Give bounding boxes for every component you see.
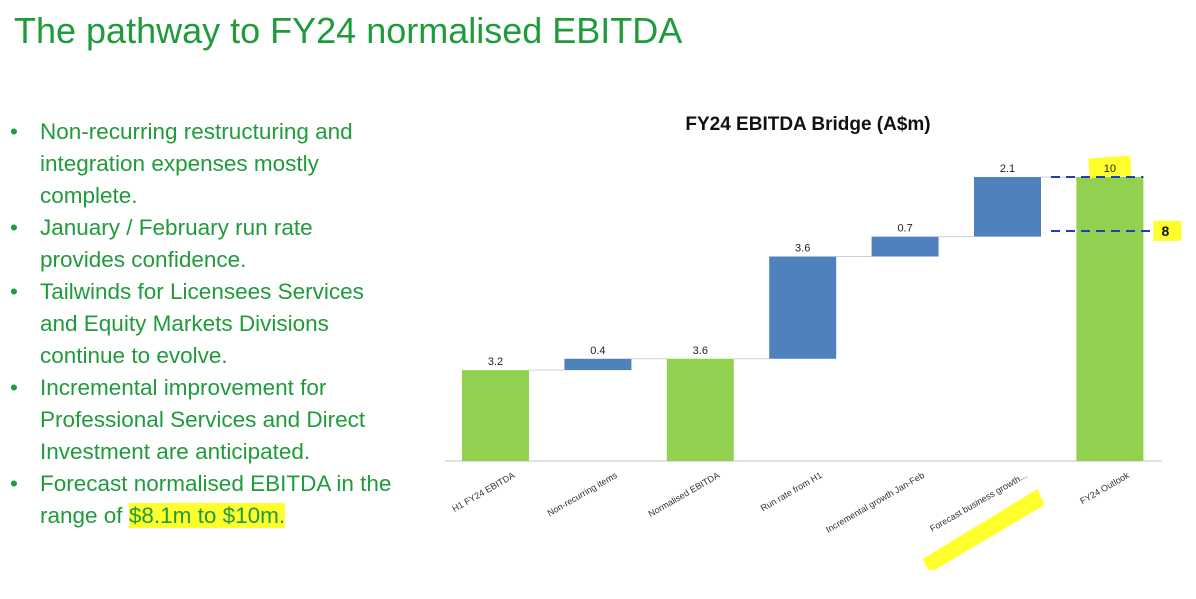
bullet-dot: • <box>10 119 18 144</box>
ebitda-bridge-chart: FY24 EBITDA Bridge (A$m) 3.2 H1 FY24 EBIT… <box>445 114 1182 570</box>
bullet-text: Forecast normalised EBITDA in the range … <box>40 471 392 528</box>
category-highlight <box>922 489 1045 570</box>
bullet-text: Tailwinds for Licensees Services and Equ… <box>40 279 364 368</box>
bullet-text: Non-recurring restructuring and integrat… <box>40 119 353 208</box>
bar <box>769 256 837 359</box>
bar-value-label: 0.4 <box>590 345 605 357</box>
bullet-dot: • <box>10 471 18 496</box>
bar-value-label: 10 <box>1104 163 1116 175</box>
bullet-item: • Incremental improvement for Professiona… <box>10 372 400 468</box>
slide-title: The pathway to FY24 normalised EBITDA <box>14 10 683 51</box>
bullet-item: • Non-recurring restructuring and integra… <box>10 116 400 212</box>
bar <box>666 358 734 461</box>
bullet-dot: • <box>10 215 18 240</box>
bullet-list: • Non-recurring restructuring and integra… <box>10 116 400 532</box>
chart-title: FY24 EBITDA Bridge (A$m) <box>685 114 930 135</box>
bullet-item: • Forecast normalised EBITDA in the range… <box>10 468 400 532</box>
category-label: Run rate from H1 <box>759 470 824 513</box>
category-label: Forecast business growth... <box>928 470 1028 534</box>
bar-value-label: 2.1 <box>1000 163 1015 175</box>
bullet-dot: • <box>10 375 18 400</box>
bar <box>1076 177 1144 461</box>
range-highlight: $8.1m to $10m. <box>128 503 286 528</box>
bar-value-label: 3.2 <box>488 356 503 368</box>
category-label: Normalised EBITDA <box>647 470 722 519</box>
bar <box>974 177 1041 237</box>
bullet-item: • Tailwinds for Licensees Services and Eq… <box>10 276 400 372</box>
category-label: Incremental growth Jan-Feb <box>824 470 926 535</box>
bar-value-label: 3.6 <box>693 345 708 357</box>
label-highlight <box>1088 155 1132 179</box>
category-label: Non-recurring items <box>545 470 619 518</box>
bullet-item: • January / February run rate provides co… <box>10 212 400 276</box>
bar-value-label: 0.7 <box>897 223 912 235</box>
chart-marks: 3.2 H1 FY24 EBITDA 0.4 Non-recurring items 3… <box>445 155 1182 570</box>
category-label: H1 FY24 EBITDA <box>450 470 516 514</box>
bar <box>871 236 939 257</box>
bar <box>462 370 529 461</box>
bar-value-label: 3.6 <box>795 243 810 255</box>
bullet-text: Incremental improvement for Professional… <box>40 375 366 464</box>
bullet-text: January / February run rate provides con… <box>40 215 313 272</box>
category-label: FY24 Outlook <box>1078 470 1131 506</box>
bullet-dot: • <box>10 279 18 304</box>
bar <box>564 358 632 371</box>
annotation-highlight <box>1153 220 1182 241</box>
annotation-label: 8 <box>1162 223 1170 239</box>
